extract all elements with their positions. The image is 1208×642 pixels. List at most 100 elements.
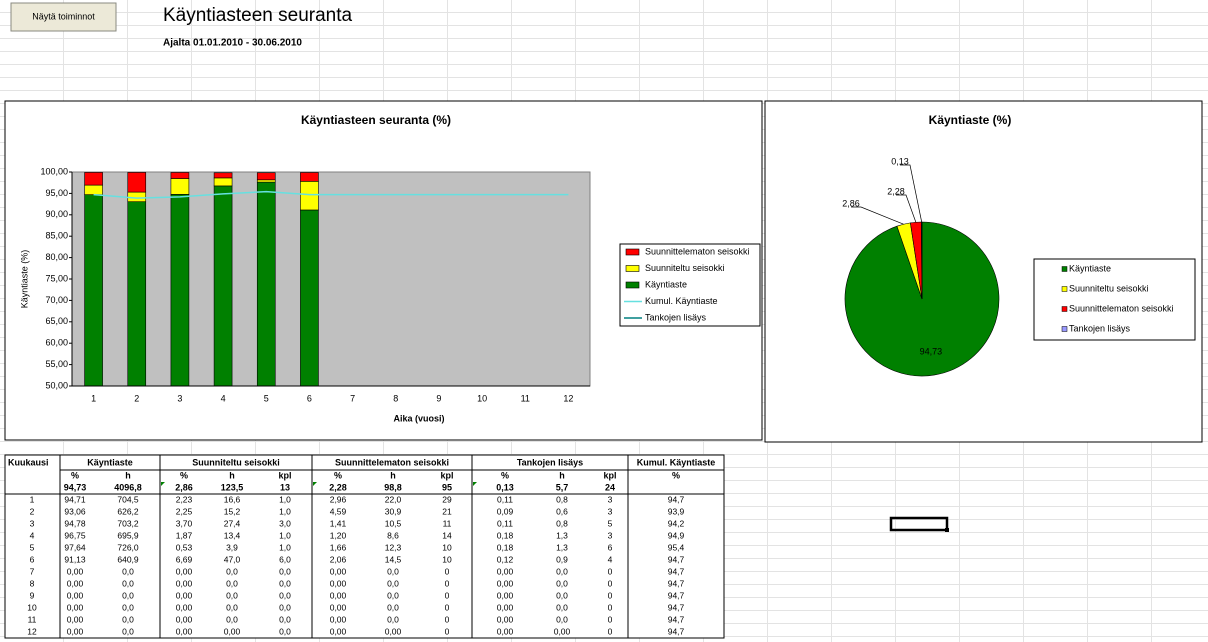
x-tick-label: 12 — [563, 393, 573, 403]
table-cell: 0,0 — [279, 614, 291, 624]
table-cell: 0 — [608, 578, 613, 588]
table-cell: 5 — [608, 518, 613, 528]
table-cell: 10 — [442, 542, 452, 552]
y-tick-label: 75,00 — [45, 273, 68, 283]
legend-swatch — [625, 265, 640, 272]
table-cell: 21 — [442, 506, 452, 516]
table-cell: 3 — [608, 494, 613, 504]
table-cell: 0,0 — [122, 578, 134, 588]
page-title: Käyntiasteen seuranta — [163, 5, 353, 26]
table-cell: 0,00 — [330, 614, 347, 624]
x-tick-label: 3 — [177, 393, 182, 403]
table-cell: 0,6 — [556, 506, 568, 516]
table-subheader: h — [229, 470, 235, 480]
table-cell: 0,00 — [330, 578, 347, 588]
table-cell: 94,7 — [668, 590, 685, 600]
x-tick-label: 11 — [521, 393, 530, 403]
table-cell: 94,7 — [668, 566, 685, 576]
data-label: 0,13 — [891, 156, 909, 166]
period: Ajalta 01.01.2010 - 30.06.2010 — [163, 38, 302, 49]
button-label[interactable]: Näytä toiminnot — [32, 11, 95, 21]
table-cell: 0,0 — [226, 614, 238, 624]
table-cell: 27,4 — [224, 518, 241, 528]
table-cell: 0,00 — [67, 566, 84, 576]
table-cell: 0,00 — [67, 602, 84, 612]
table-rules — [5, 455, 724, 638]
table-cell: 3,9 — [226, 542, 238, 552]
table-cell: 0 — [608, 614, 613, 624]
table-total: 95 — [442, 482, 452, 492]
table-cell: 0,0 — [387, 590, 399, 600]
table-cell: 1,3 — [556, 530, 568, 540]
x-tick-label: 1 — [91, 393, 96, 403]
table-cell: 8 — [30, 578, 35, 588]
table-cell: 0,0 — [122, 626, 134, 636]
table-cell: 10 — [442, 554, 452, 564]
button[interactable]: Näytä toiminnot — [10, 2, 117, 32]
legend-swatch — [1061, 306, 1068, 312]
table-cell: 1,66 — [330, 542, 347, 552]
legend-label: Käyntiaste — [645, 279, 687, 289]
legend-swatch — [1061, 326, 1068, 332]
selected-cell[interactable] — [889, 516, 949, 532]
legend-label: Kumul. Käyntiaste — [645, 296, 718, 306]
table-subheader: kpl — [278, 470, 291, 480]
table-cell: 3 — [30, 518, 35, 528]
table-header: Käyntiaste — [87, 457, 133, 467]
table-cell: 14 — [442, 530, 452, 540]
fill-handle[interactable] — [945, 528, 949, 532]
table-cell: 0 — [608, 590, 613, 600]
table-cell: 0,0 — [387, 614, 399, 624]
table-frame — [4, 454, 725, 639]
legend-label: Suunniteltu seisokki — [1069, 283, 1149, 293]
table-cell: 0,00 — [67, 578, 84, 588]
table-cell: 0,0 — [122, 590, 134, 600]
table-subheader: % — [334, 470, 342, 480]
y-tick-label: 60,00 — [45, 338, 68, 348]
table-total: 5,7 — [556, 482, 569, 492]
bar — [84, 184, 103, 195]
table-subheader: h — [390, 470, 396, 480]
legend-label: Suunnittelematon seisokki — [1069, 303, 1174, 313]
table-cell: 0,00 — [497, 602, 514, 612]
table-cell: 0,18 — [497, 542, 514, 552]
table-cell: 11 — [28, 614, 37, 624]
table-header: Kuukausi — [8, 457, 49, 467]
cell-marker — [473, 482, 477, 486]
table-subheader: % — [672, 470, 680, 480]
table-total: 123,5 — [221, 482, 244, 492]
table-cell: 8,6 — [387, 530, 399, 540]
table-cell: 13,4 — [224, 530, 241, 540]
table-cell: 0,00 — [497, 614, 514, 624]
data-label: 2,86 — [842, 198, 860, 208]
table-cell: 3,0 — [279, 518, 291, 528]
table-cell: 10 — [27, 602, 37, 612]
table-cell: 1 — [30, 494, 35, 504]
y-tick-label: 80,00 — [45, 252, 68, 262]
table-cell: 0,0 — [556, 578, 568, 588]
table-cell: 9 — [30, 590, 35, 600]
table-cell: 0 — [608, 626, 613, 636]
table-cell: 0,00 — [330, 602, 347, 612]
bar — [300, 172, 319, 182]
leader-line — [900, 164, 923, 223]
legend-label: Tankojen lisäys — [1069, 323, 1131, 333]
y-axis-title: Käyntiaste (%) — [19, 250, 29, 309]
chart-title: Käyntiasteen seuranta (%) — [301, 113, 451, 127]
bar — [170, 172, 190, 179]
table-cell: 0 — [445, 578, 450, 588]
legend-swatch — [625, 281, 640, 289]
table-cell: 94,7 — [668, 626, 685, 636]
table-subheader: kpl — [603, 470, 616, 480]
table-cell: 0,11 — [497, 518, 513, 528]
table-cell: 94,7 — [668, 494, 685, 504]
table-cell: 3 — [608, 530, 613, 540]
button-face[interactable] — [10, 2, 117, 32]
line — [93, 190, 569, 199]
table-cell: 0,0 — [556, 590, 568, 600]
table-cell: 1,0 — [279, 494, 291, 504]
table-cell: 0,0 — [279, 626, 291, 636]
table-total: 98,8 — [384, 482, 402, 492]
table-cell: 95,4 — [668, 542, 685, 552]
table-cell: 94,9 — [668, 530, 685, 540]
